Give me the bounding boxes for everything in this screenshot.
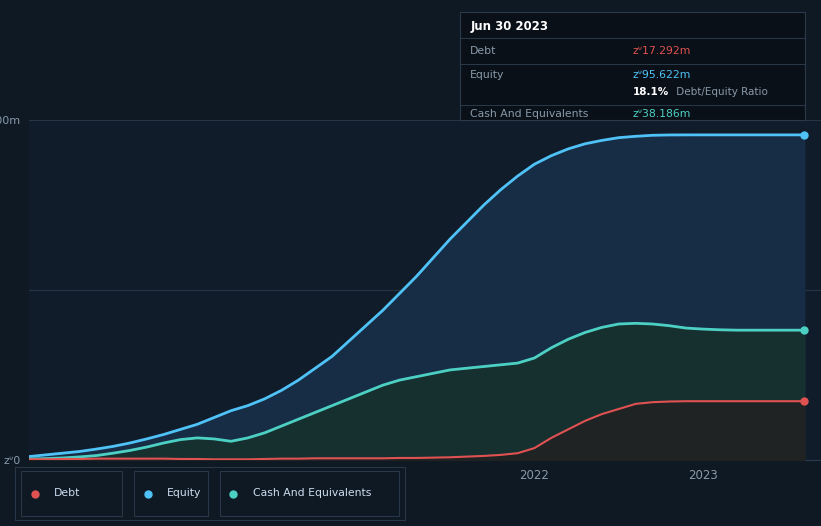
Text: Cash And Equivalents: Cash And Equivalents	[470, 108, 589, 118]
Text: Debt/Equity Ratio: Debt/Equity Ratio	[673, 87, 768, 97]
Text: zᐡ38.186m: zᐡ38.186m	[632, 108, 691, 118]
Text: Debt: Debt	[470, 46, 497, 56]
Text: Jun 30 2023: Jun 30 2023	[470, 19, 548, 33]
Text: Debt: Debt	[54, 489, 80, 499]
Text: Cash And Equivalents: Cash And Equivalents	[253, 489, 371, 499]
Text: Equity: Equity	[470, 69, 505, 79]
Text: zᐡ17.292m: zᐡ17.292m	[632, 46, 691, 56]
Text: Equity: Equity	[167, 489, 201, 499]
Text: 18.1%: 18.1%	[632, 87, 669, 97]
Text: zᐡ95.622m: zᐡ95.622m	[632, 69, 691, 79]
